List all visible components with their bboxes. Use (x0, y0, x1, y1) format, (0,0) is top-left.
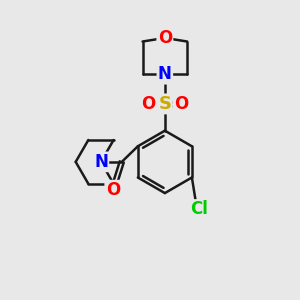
Text: Cl: Cl (190, 200, 208, 218)
Text: O: O (158, 29, 172, 47)
Text: O: O (174, 95, 188, 113)
Text: O: O (141, 95, 156, 113)
Text: N: N (158, 65, 172, 83)
Text: N: N (94, 153, 108, 171)
Text: O: O (106, 181, 120, 199)
Text: S: S (158, 95, 171, 113)
